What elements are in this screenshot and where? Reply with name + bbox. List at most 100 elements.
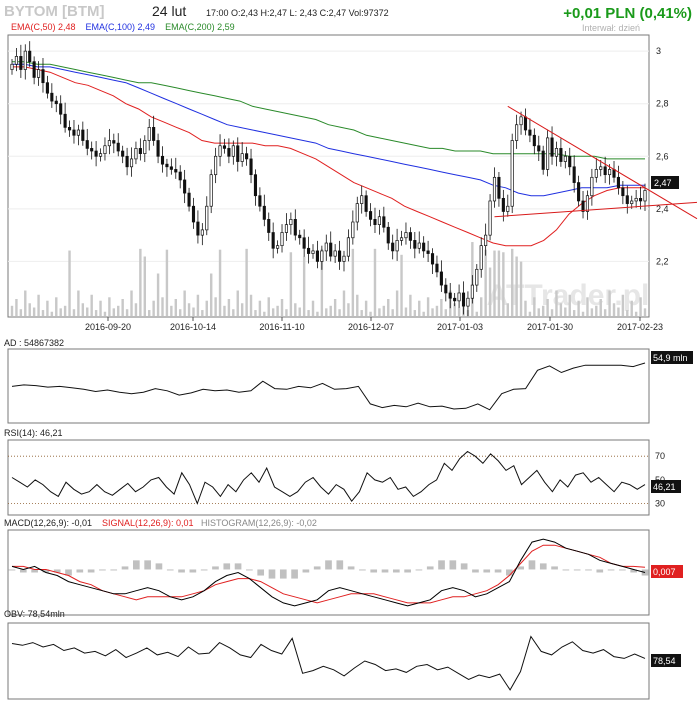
histogram-bar [155,563,163,570]
volume-bar [254,310,257,316]
candle-up [311,250,315,254]
volume-bar [81,303,85,316]
candle-up [355,203,359,223]
candle-up [134,148,138,160]
volume-bar [572,310,576,316]
volume-bar [294,303,297,316]
candle-down [408,232,412,241]
ad-value: 54,9 mln [653,353,688,363]
volume-bar [555,290,558,316]
candle-down [448,292,452,299]
volume-bar [302,256,306,316]
quote-date: 24 lut [152,3,186,19]
volume-bar [360,310,363,316]
candle-down [382,216,386,228]
volume-bar [307,310,310,316]
candle-up [599,166,603,170]
volume-bar [174,299,177,316]
histogram-bar [302,569,310,573]
volume-bar [276,305,279,316]
volume-bar [125,309,129,316]
quote-ohlcv: 17:00 O:2,43 H:2,47 L: 2,43 C:2,47 Vol:9… [206,8,389,18]
candle-up [554,148,559,157]
histogram-bar [291,569,298,579]
date-tick-label: 2016-09-20 [85,322,131,332]
candle-down [413,240,417,249]
rsi-label: RSI(14): 46,21 [4,428,63,438]
volume-bar [457,307,461,316]
ema200-line [12,61,645,160]
candle-down [258,195,262,207]
histogram-bar [31,569,38,573]
volume-bar [528,311,532,316]
candle-up [466,297,470,307]
candle-up [214,155,218,176]
volume-bar [121,299,124,316]
candle-down [639,197,643,202]
obv-series [11,635,646,691]
macd-value: 0,007 [653,567,676,577]
price-tick-label: 2,8 [656,99,669,109]
candle-down [368,211,373,220]
volume-bar [236,290,239,316]
date-tick-label: 2017-01-03 [437,322,483,332]
candle-down [315,250,319,262]
volume-bar [364,300,368,316]
volume-bar [431,308,434,316]
histogram-bar [573,569,581,571]
rsi-tick-label: 70 [655,451,665,461]
volume-bar [232,309,235,316]
candle-up [284,224,289,233]
candle-down [453,297,457,302]
date-tick-label: 2016-11-10 [259,322,304,332]
volume-bar [311,300,315,316]
volume-bar [510,248,514,316]
volume-bar [68,250,71,316]
legend-entry: EMA(C,100) 2,49 [86,22,156,32]
price-tick-label: 2,6 [656,151,669,161]
candle-up [484,234,488,247]
candle-down [430,253,435,265]
volume-bar [634,311,638,316]
candle-up [147,127,151,141]
macd-series [11,538,646,607]
candle-down [439,271,443,286]
volume-bar [612,303,616,316]
histogram-bar [528,560,536,570]
candle-down [293,219,297,236]
candle-up [360,195,364,204]
histogram-bar [144,560,151,570]
ema-lines [12,61,645,247]
volume-bar [170,305,173,316]
histogram-bar [449,560,457,570]
volume-bar [134,303,138,316]
volume-bar [196,294,200,316]
volume-bar [599,299,602,316]
price-panel-frame [7,34,650,318]
histogram-bar [234,563,242,570]
macd-value-box [651,565,683,578]
candle-down [50,92,54,102]
rsi-value-box [651,480,681,493]
volume-bar [488,267,492,316]
candle-up [563,155,567,162]
volume-bar [179,309,182,316]
volume-bar [586,297,589,316]
candle-down [338,250,342,262]
volume-bar [187,303,191,316]
candle-up [634,197,638,202]
volume-bar [285,309,288,316]
volume-bar [409,294,412,316]
volume-bar [630,300,633,316]
volume-bar [19,309,23,316]
volume-bar [559,303,563,316]
volume-bar [267,297,270,316]
volume-bar [533,297,536,316]
price-tick-label: 2,4 [656,204,669,214]
volume-bar [15,299,18,316]
candle-up [280,232,284,247]
candle-up [404,232,408,239]
volume-bar [37,294,40,316]
signal-series [12,544,646,604]
histogram-bar [585,569,592,571]
